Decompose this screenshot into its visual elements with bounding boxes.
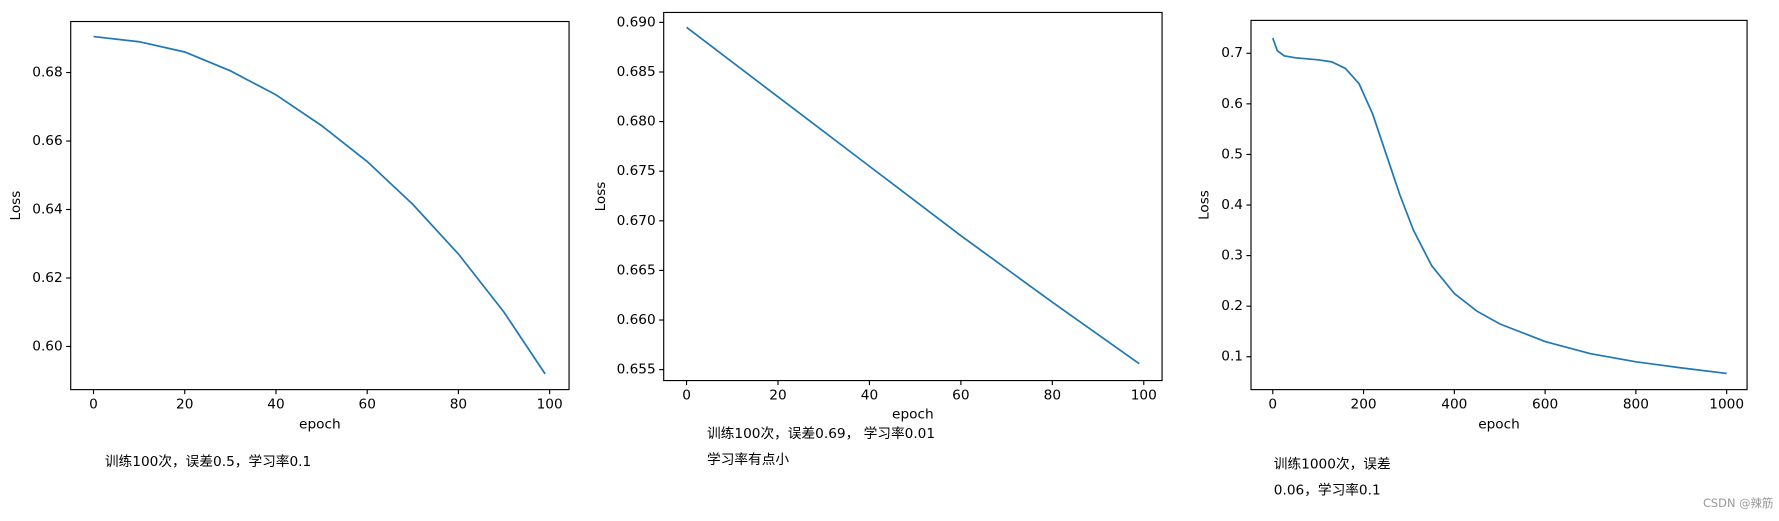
caption: 训练100次，误差0.5，学习率0.1 xyxy=(105,453,311,470)
x-tick-label: 600 xyxy=(1532,396,1558,412)
plot-frame xyxy=(663,11,1163,382)
y-tick-label: 0.7 xyxy=(1221,45,1243,61)
y-axis-label: Loss xyxy=(1196,190,1212,220)
plot-frame xyxy=(70,20,570,391)
y-tick-label: 0.1 xyxy=(1221,349,1243,365)
y-tick-label: 0.690 xyxy=(617,14,656,30)
x-tick-label: 80 xyxy=(1044,387,1061,403)
y-tick-label: 0.675 xyxy=(617,163,656,179)
x-tick-label: 1000 xyxy=(1709,396,1744,412)
y-tick-label: 0.660 xyxy=(617,312,656,328)
x-axis-label: epoch xyxy=(299,417,341,433)
loss-line xyxy=(686,26,1140,365)
y-tick-label: 0.66 xyxy=(32,133,62,149)
caption: 训练1000次，误差 xyxy=(1274,456,1391,472)
y-tick-label: 0.665 xyxy=(617,262,656,278)
x-tick-label: 20 xyxy=(176,396,193,412)
plot-frame xyxy=(1250,19,1748,391)
y-tick-label: 0.685 xyxy=(617,64,656,80)
x-tick-label: 60 xyxy=(952,387,969,403)
x-tick-label: 0 xyxy=(1268,396,1277,412)
loss-line xyxy=(1271,37,1727,375)
x-tick-label: 60 xyxy=(359,396,376,412)
loss-line xyxy=(93,35,546,375)
y-tick-label: 0.68 xyxy=(32,65,62,81)
x-tick-label: 20 xyxy=(769,387,786,403)
caption: 0.06，学习率0.1 xyxy=(1274,481,1381,498)
x-tick-label: 80 xyxy=(450,396,467,412)
x-axis-label: epoch xyxy=(1478,417,1520,433)
x-tick-label: 200 xyxy=(1351,396,1377,412)
watermark: CSDN @辣筋 xyxy=(1703,496,1773,510)
x-tick-label: 40 xyxy=(861,387,878,403)
caption: 训练100次，误差0.69， 学习率0.01 xyxy=(707,425,935,442)
x-tick-label: 0 xyxy=(682,387,691,403)
y-tick-label: 0.6 xyxy=(1221,96,1243,112)
x-axis-label: epoch xyxy=(892,407,934,423)
x-tick-label: 0 xyxy=(89,396,98,412)
y-tick-label: 0.60 xyxy=(32,339,62,355)
x-tick-label: 400 xyxy=(1441,396,1467,412)
y-axis-label: Loss xyxy=(8,191,24,221)
y-tick-label: 0.670 xyxy=(617,213,656,229)
x-tick-label: 800 xyxy=(1623,396,1649,412)
y-tick-label: 0.5 xyxy=(1221,146,1243,162)
x-tick-label: 40 xyxy=(267,396,284,412)
y-tick-label: 0.62 xyxy=(32,270,62,286)
y-axis-label: Loss xyxy=(593,182,609,212)
y-tick-label: 0.2 xyxy=(1221,298,1243,314)
x-tick-label: 100 xyxy=(537,396,563,412)
y-tick-label: 0.655 xyxy=(617,362,656,378)
x-tick-label: 100 xyxy=(1131,387,1157,403)
y-tick-label: 0.3 xyxy=(1221,248,1243,264)
caption: 学习率有点小 xyxy=(707,451,789,468)
y-tick-label: 0.64 xyxy=(32,202,62,218)
y-tick-label: 0.4 xyxy=(1221,197,1243,213)
y-tick-label: 0.680 xyxy=(617,114,656,130)
